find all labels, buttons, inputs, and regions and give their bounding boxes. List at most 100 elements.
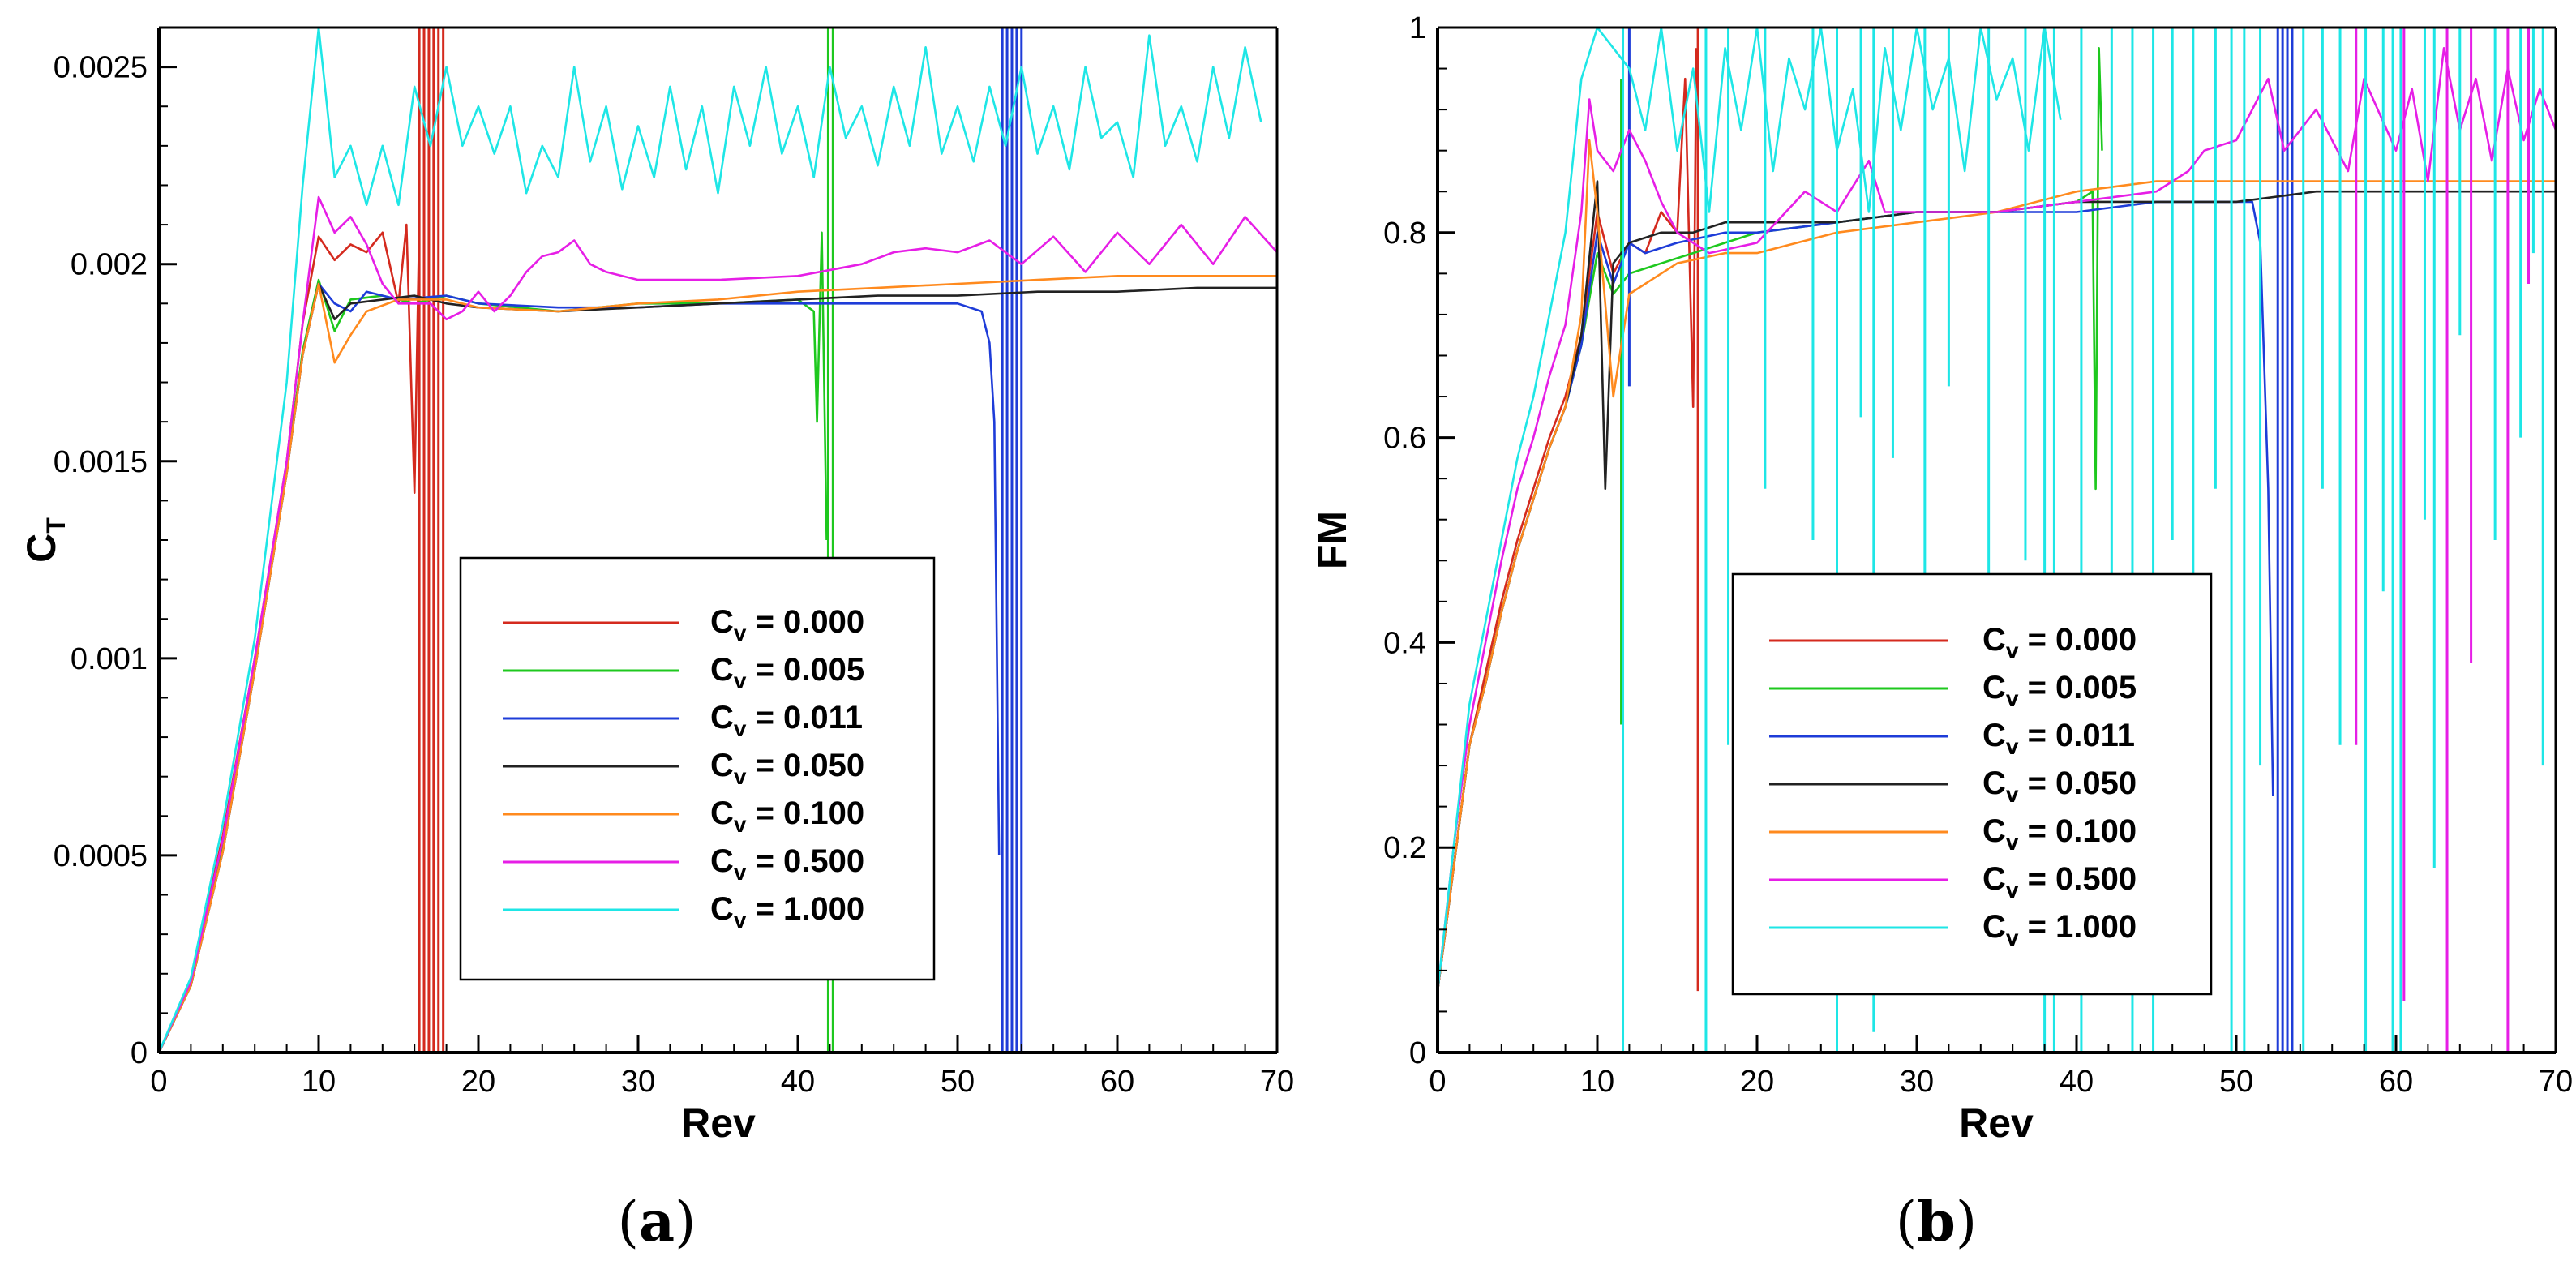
legend-label: Cv = 0.100	[710, 795, 864, 837]
caption: (b)	[1896, 1190, 1978, 1254]
legend-item: Cv = 0.000	[503, 604, 864, 645]
legend-label: Cv = 1.000	[710, 891, 864, 933]
caption-close: )	[675, 1190, 697, 1254]
caption: (a)	[617, 1190, 696, 1254]
y-tick-label: 0.001	[71, 642, 148, 676]
x-tick-label: 40	[2060, 1065, 2094, 1099]
legend-item: Cv = 0.050	[503, 748, 864, 789]
y-axis-title-sub: T	[41, 517, 71, 534]
x-tick-label: 60	[1100, 1065, 1134, 1099]
legend-item: Cv = 0.005	[1769, 670, 2137, 711]
x-tick-label: 30	[621, 1065, 655, 1099]
x-tick-label: 10	[1580, 1065, 1614, 1099]
legend-label-main: C	[1982, 909, 2006, 945]
y-axis-title-main: FM	[1309, 511, 1355, 569]
series-6	[159, 28, 1262, 1053]
legend-label-value: = 0.000	[746, 604, 864, 640]
x-tick-label: 70	[2539, 1065, 2573, 1099]
x-tick-label: 30	[1900, 1065, 1934, 1099]
x-tick-label: 70	[1260, 1065, 1294, 1099]
series-line	[159, 275, 1277, 1053]
legend-label-main: C	[710, 652, 734, 688]
legend-label-sub: v	[734, 668, 747, 693]
legend-item: Cv = 0.100	[1769, 813, 2137, 855]
legend-label-main: C	[1982, 813, 2006, 849]
legend-label-main: C	[710, 700, 734, 735]
legend-label-sub: v	[2006, 734, 2019, 759]
caption-letter: b	[1917, 1190, 1956, 1254]
legend-label-value: = 0.011	[2018, 718, 2134, 753]
x-tick-label: 0	[1429, 1065, 1446, 1099]
legend-label-sub: v	[2006, 686, 2019, 711]
legend-label-value: = 0.100	[746, 795, 864, 831]
legend-item: Cv = 0.005	[503, 652, 864, 693]
legend-label-value: = 1.000	[746, 891, 864, 927]
legend-item: Cv = 1.000	[1769, 909, 2137, 950]
series-5	[1438, 28, 2556, 1053]
y-axis-title-main: C	[19, 534, 64, 563]
chart-b: 0 10 20 30 40 50 60 70 0 0.2 0.4 0.6 0.8 1 Rev FM Cv = 0…	[1309, 11, 2573, 1254]
legend-label-main: C	[710, 891, 734, 927]
series-0	[159, 28, 445, 1053]
y-tick-label: 0.002	[71, 248, 148, 282]
legend-label-sub: v	[2006, 638, 2019, 663]
legend-label-value: = 0.005	[2018, 670, 2137, 705]
legend-label: Cv = 0.500	[710, 843, 864, 885]
series-4	[1438, 139, 2556, 992]
x-tick-label: 50	[2219, 1065, 2253, 1099]
legend-label-sub: v	[734, 716, 747, 741]
legend-label-main: C	[1982, 718, 2006, 753]
caption-open: (	[1896, 1190, 1918, 1254]
x-tick-label: 20	[461, 1065, 495, 1099]
y-tick-label: 0.2	[1383, 831, 1426, 865]
legend-label: Cv = 0.011	[1982, 718, 2135, 759]
x-axis-title: Rev	[1959, 1100, 2034, 1146]
series-line	[1438, 47, 2556, 992]
y-tick-label: 0.6	[1383, 422, 1426, 456]
legend-item: Cv = 0.500	[1769, 861, 2137, 903]
legend-label-main: C	[710, 604, 734, 640]
caption-close: )	[1956, 1190, 1978, 1254]
legend-label: Cv = 0.000	[710, 604, 864, 645]
legend-item: Cv = 0.100	[503, 795, 864, 837]
y-tick-label: 0	[131, 1036, 148, 1070]
legend-label-main: C	[710, 748, 734, 783]
legend-label-sub: v	[2006, 782, 2019, 807]
series-line	[1438, 28, 2062, 992]
legend-label-value: = 0.005	[746, 652, 864, 688]
series-line	[159, 28, 1262, 1053]
legend-label-sub: v	[2006, 925, 2019, 950]
legend-label: Cv = 0.500	[1982, 861, 2137, 903]
legend-label-value: = 0.050	[746, 748, 864, 783]
series-line	[159, 195, 1277, 1053]
legend-label-value: = 0.000	[2018, 622, 2137, 658]
legend-label-main: C	[1982, 861, 2006, 897]
legend-label: Cv = 0.050	[1982, 765, 2137, 807]
series-4	[159, 275, 1277, 1053]
legend-label-main: C	[1982, 622, 2006, 658]
legend-label: Cv = 0.005	[710, 652, 864, 693]
chart-a: 0 10 20 30 40 50 60 70 0 0.0005 0.001 0.0015 0.002 0.…	[19, 26, 1294, 1254]
legend-item: Cv = 0.000	[1769, 622, 2137, 663]
legend-label-sub: v	[2006, 877, 2019, 903]
legend-item: Cv = 0.500	[503, 843, 864, 885]
y-axis-title: FM	[1309, 511, 1355, 569]
x-tick-label: 40	[781, 1065, 815, 1099]
y-axis-title: CT	[19, 517, 71, 563]
legend-label: Cv = 0.100	[1982, 813, 2137, 855]
x-tick-label: 0	[150, 1065, 167, 1099]
legend-label-sub: v	[734, 812, 747, 837]
legend-item: Cv = 0.011	[503, 700, 863, 741]
legend-label: Cv = 0.050	[710, 748, 864, 789]
legend-label-sub: v	[734, 764, 747, 789]
plot-area	[159, 28, 1277, 1053]
legend-label-sub: v	[734, 860, 747, 885]
legend-item: Cv = 0.050	[1769, 765, 2137, 807]
x-axis-title: Rev	[681, 1100, 756, 1146]
y-tick-label: 0.0015	[54, 445, 148, 479]
legend-label-main: C	[1982, 670, 2006, 705]
legend-label-value: = 0.100	[2018, 813, 2137, 849]
